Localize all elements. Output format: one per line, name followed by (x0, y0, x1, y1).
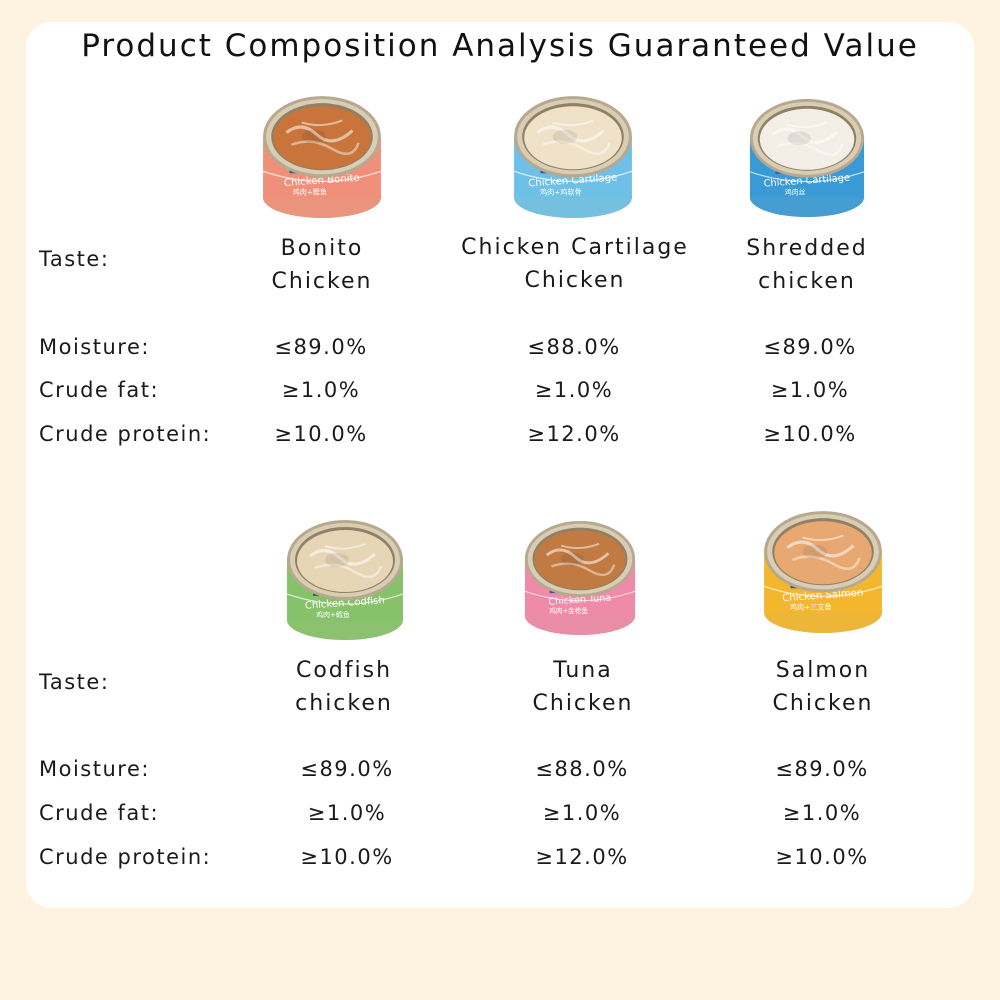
svg-text:鸡肉+鳕鱼: 鸡肉+鳕鱼 (316, 610, 350, 619)
svg-text:鸡肉+金枪鱼: 鸡肉+金枪鱼 (549, 606, 588, 615)
product-taste: Codfish chicken (214, 654, 474, 720)
moisture-value: ≤89.0% (763, 335, 857, 359)
can-image-salmon: Chicken Salmon 鸡肉+三文鱼 (762, 507, 884, 635)
crude-fat-value: ≥1.0% (770, 378, 850, 402)
moisture-label: Moisture: (39, 757, 150, 781)
product-taste: Salmon Chicken (693, 654, 953, 720)
can-image-tuna: Chicken Tuna 鸡肉+金枪鱼 (523, 515, 637, 639)
crude-protein-value: ≥10.0% (763, 422, 857, 446)
can-illustration: Chicken Cartilage 鸡肉丝 (749, 98, 865, 218)
taste-line: Tuna (553, 658, 613, 683)
can-image-codfish: Chicken Codfish 鸡肉+鳕鱼 (285, 515, 405, 643)
crude-protein-value: ≥10.0% (775, 845, 869, 869)
taste-line: Shredded (746, 236, 868, 261)
svg-text:鸡肉+鸡软骨: 鸡肉+鸡软骨 (540, 188, 582, 197)
moisture-value: ≤88.0% (527, 335, 621, 359)
taste-line: Chicken (532, 691, 634, 716)
can-image-bonito: Chicken Bonito 鸡肉+鲣鱼 (261, 92, 383, 220)
taste-label: Taste: (39, 670, 110, 694)
moisture-label: Moisture: (39, 335, 150, 359)
product-taste: Chicken Cartilage Chicken (445, 231, 705, 297)
product-taste: Tuna Chicken (453, 654, 713, 720)
svg-text:Chicken Tuna: Chicken Tuna (548, 592, 611, 607)
taste-line: Chicken (271, 269, 373, 294)
taste-line: chicken (758, 269, 856, 294)
crude-fat-value: ≥1.0% (534, 378, 614, 402)
svg-text:鸡肉丝: 鸡肉丝 (785, 187, 806, 196)
crude-fat-label: Crude fat: (39, 378, 160, 402)
crude-fat-value: ≥1.0% (782, 801, 862, 825)
svg-text:鸡肉+三文鱼: 鸡肉+三文鱼 (790, 603, 832, 612)
crude-protein-value: ≥10.0% (274, 422, 368, 446)
crude-fat-label: Crude fat: (39, 801, 160, 825)
can-illustration: Chicken Tuna 鸡肉+金枪鱼 (524, 520, 636, 635)
crude-fat-value: ≥1.0% (307, 801, 387, 825)
taste-line: Salmon (775, 658, 871, 683)
crude-fat-value: ≥1.0% (281, 378, 361, 402)
svg-text:鸡肉+鲣鱼: 鸡肉+鲣鱼 (293, 188, 327, 197)
taste-line: Chicken (772, 691, 874, 716)
can-image-shredded-chicken: Chicken Cartilage 鸡肉丝 (740, 95, 874, 219)
crude-fat-value: ≥1.0% (542, 801, 622, 825)
taste-line: Codfish (295, 658, 393, 683)
taste-label: Taste: (39, 247, 110, 271)
can-image-chicken-cartilage: Chicken Cartilage 鸡肉+鸡软骨 (512, 92, 634, 220)
can-illustration: Chicken Cartilage 鸡肉+鸡软骨 (513, 96, 633, 218)
crude-protein-value: ≥10.0% (300, 845, 394, 869)
moisture-value: ≤89.0% (300, 757, 394, 781)
can-illustration: Chicken Bonito 鸡肉+鲣鱼 (262, 96, 382, 218)
can-illustration: Chicken Salmon 鸡肉+三文鱼 (763, 511, 883, 633)
page-title: Product Composition Analysis Guaranteed … (81, 28, 919, 64)
taste-line: Chicken Cartilage (461, 235, 689, 260)
crude-protein-label: Crude protein: (39, 845, 212, 869)
can-illustration: Chicken Codfish 鸡肉+鳕鱼 (286, 520, 404, 640)
svg-text:Chicken Bonito: Chicken Bonito (284, 173, 360, 189)
moisture-value: ≤89.0% (775, 757, 869, 781)
product-taste: Shredded chicken (677, 232, 937, 298)
moisture-value: ≤89.0% (274, 335, 368, 359)
taste-line: Bonito (280, 236, 364, 261)
product-taste: Bonito Chicken (192, 232, 452, 298)
taste-line: Chicken (524, 268, 626, 293)
crude-protein-label: Crude protein: (39, 422, 212, 446)
taste-line: chicken (295, 691, 393, 716)
moisture-value: ≤88.0% (535, 757, 629, 781)
crude-protein-value: ≥12.0% (535, 845, 629, 869)
crude-protein-value: ≥12.0% (527, 422, 621, 446)
